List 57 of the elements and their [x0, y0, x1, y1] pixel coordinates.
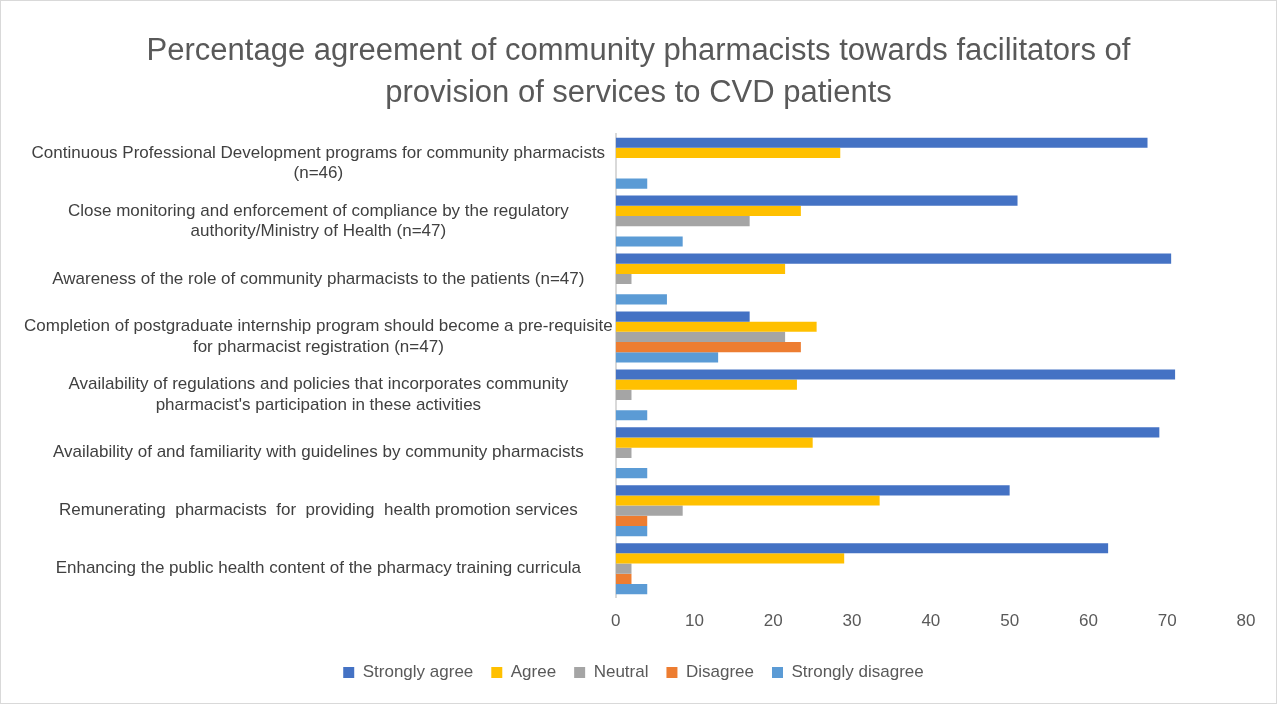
- bar: [615, 253, 1172, 264]
- y-tick-label: Remunerating pharmacists for providing health promotion services: [58, 500, 578, 520]
- legend-label: Disagree: [685, 662, 754, 682]
- x-tick-label: 0: [610, 611, 621, 631]
- bar: [615, 263, 786, 274]
- bar: [615, 311, 750, 322]
- bar: [615, 485, 1010, 496]
- bar: [615, 553, 845, 564]
- bar: [615, 515, 648, 527]
- bar: [615, 147, 841, 159]
- bar: [615, 447, 632, 458]
- bar: [615, 437, 813, 448]
- bar: [615, 236, 683, 247]
- bar: [615, 379, 797, 390]
- y-tick-label: Availability of regulations and policies that incorporates community pharmacist's participation in these activities: [68, 374, 569, 414]
- legend-label: Strongly disagree: [791, 662, 924, 682]
- bar: [615, 294, 667, 305]
- bar: [615, 495, 880, 506]
- legend-label: Strongly agree: [362, 662, 474, 682]
- bar: [615, 352, 719, 363]
- bar: [615, 137, 1148, 148]
- bar: [615, 410, 648, 421]
- bar: [615, 389, 632, 400]
- y-tick-label: Completion of postgraduate internship program should become a pre-requisite for pharmacist registration (n=47): [24, 316, 613, 356]
- x-tick-label: 20: [763, 611, 783, 631]
- x-tick-label: 60: [1078, 611, 1098, 631]
- y-tick-label: Availability of and familiarity with guidelines by community pharmacists: [53, 442, 584, 462]
- y-tick-label: Awareness of the role of community pharmacists to the patients (n=47): [52, 268, 585, 288]
- bar: [615, 321, 817, 332]
- x-tick-label: 80: [1236, 611, 1256, 631]
- x-tick-label: 10: [685, 611, 704, 631]
- bar: [615, 468, 648, 479]
- bar: [615, 273, 632, 285]
- bar: [615, 178, 648, 189]
- legend-label: Neutral: [593, 662, 649, 682]
- bar: [615, 427, 1160, 438]
- y-tick-label: Close monitoring and enforcement of compliance by the regulatory authority/Ministry of Health (n=47): [67, 200, 570, 240]
- x-tick-label: 30: [842, 611, 862, 631]
- x-tick-label: 50: [1000, 611, 1020, 631]
- x-tick-label: 70: [1157, 611, 1177, 631]
- bar: [615, 215, 750, 227]
- y-tick-label: Continuous Professional Development programs for community pharmacists (n=46): [31, 142, 606, 183]
- bar: [615, 526, 648, 537]
- bar: [615, 369, 1176, 380]
- bar: [615, 342, 801, 353]
- x-tick-label: 40: [921, 611, 941, 631]
- chart-title: Percentage agreement of community pharmacists towards facilitators of provision of services to CVD patients: [145, 31, 1132, 111]
- bar: [615, 573, 632, 584]
- bar: [615, 543, 1109, 554]
- bar: [615, 195, 1018, 206]
- legend-label: Agree: [510, 662, 557, 682]
- y-tick-label: Enhancing the public health content of the pharmacy training curricula: [55, 558, 582, 578]
- bar: [615, 563, 632, 574]
- bar: [615, 505, 683, 516]
- bar: [615, 583, 648, 595]
- bar: [615, 205, 801, 216]
- bar: [615, 331, 786, 343]
